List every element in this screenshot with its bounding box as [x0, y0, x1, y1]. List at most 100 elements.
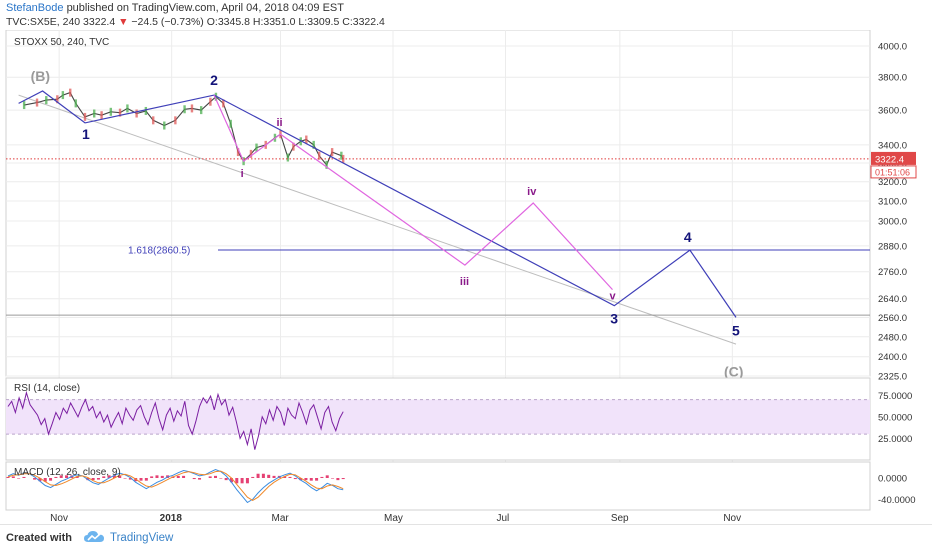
candle	[35, 98, 39, 107]
macd-histogram-bar	[331, 478, 335, 479]
down-arrow-icon: ▼	[118, 16, 129, 28]
symbol-label[interactable]: TVC:SX5E, 240	[6, 16, 81, 28]
candle	[163, 121, 166, 130]
candle	[340, 151, 343, 160]
macd-histogram-bar	[17, 478, 21, 479]
subwave-label-iv: iv	[527, 186, 537, 198]
price-axis-label: 3100.0	[878, 197, 907, 208]
macd-histogram-bar	[144, 478, 148, 481]
macd-histogram-bar	[272, 475, 276, 478]
last-price-tag	[871, 151, 916, 165]
macd-histogram-bar	[112, 475, 116, 478]
time-axis-label: Jul	[496, 513, 509, 524]
time-axis-label: Nov	[50, 513, 68, 524]
macd-line	[7, 468, 344, 504]
price-axis-label: 2640.0	[878, 294, 907, 305]
candle	[83, 112, 87, 121]
macd-histogram-bar	[182, 475, 186, 478]
candle	[330, 148, 334, 157]
wave-label-1: 1	[82, 126, 90, 142]
macd-title: MACD (12, 26, close, 9)	[14, 467, 121, 478]
wave-label-C: (C)	[724, 364, 743, 380]
candle	[74, 99, 77, 108]
macd-histogram-bar	[54, 476, 58, 478]
signal-line	[7, 470, 344, 501]
countdown-tag	[870, 165, 917, 179]
macd-histogram-bar	[320, 476, 324, 478]
candle	[209, 97, 212, 106]
close-value: 3322.4	[352, 16, 385, 28]
last-price-tag-text: 3322.4	[875, 154, 904, 165]
last-price: 3322.4	[83, 16, 116, 28]
macd-histogram-bar	[336, 478, 340, 481]
macd-histogram-bar	[192, 478, 196, 480]
price-axis-label: 2325.0	[878, 372, 907, 383]
candle	[118, 108, 122, 117]
macd-histogram-bar	[283, 476, 287, 478]
macd-histogram-bar	[6, 476, 10, 478]
candle	[61, 91, 65, 100]
subwave-path	[213, 94, 613, 291]
subwave-label-ii: ii	[276, 117, 282, 129]
macd-histogram-bar	[75, 476, 79, 478]
candle	[45, 96, 48, 105]
rsi-title: RSI (14, close)	[14, 383, 80, 394]
subwave-label-v: v	[609, 291, 616, 303]
macd-histogram-bar	[224, 478, 228, 481]
candle	[144, 106, 148, 115]
macd-histogram-bar	[123, 478, 127, 479]
price-plot-area	[5, 30, 871, 377]
candle	[222, 99, 225, 108]
macd-histogram-bar	[235, 478, 239, 484]
tradingview-cloud-icon[interactable]	[83, 529, 105, 545]
candle	[292, 142, 295, 151]
candle	[190, 104, 194, 113]
rsi-axis-label: 50.0000	[878, 412, 912, 423]
candle	[255, 143, 258, 152]
macd-axis-label: 0.0000	[878, 474, 907, 485]
time-axis-label: May	[384, 513, 403, 524]
macd-histogram-bar	[304, 478, 308, 481]
candle	[100, 111, 103, 120]
price-axis-label: 4000.0	[878, 42, 907, 53]
macd-histogram-bar	[43, 478, 47, 482]
tradingview-brand[interactable]: TradingView	[110, 532, 174, 544]
footer-bar: Created with TradingView	[0, 524, 932, 551]
author-link[interactable]: StefanBode	[6, 2, 64, 14]
macd-histogram-bar	[59, 475, 63, 478]
candle	[199, 106, 203, 115]
ohlc-line: TVC:SX5E, 240 3322.4 ▼ −24.5 (−0.73%) O:…	[6, 16, 385, 28]
candle	[325, 160, 328, 169]
macd-histogram-bar	[38, 478, 42, 482]
macd-histogram-bar	[229, 478, 233, 483]
candle	[109, 107, 113, 116]
price-axis-label: 2760.0	[878, 267, 907, 278]
high-value: 3351.0	[263, 16, 296, 28]
macd-histogram-bar	[245, 478, 249, 484]
candle	[135, 109, 138, 118]
time-axis[interactable]: Nov 2018 Mar May Jul Sep Nov	[6, 509, 870, 524]
rsi-axis-label: 75.0000	[878, 391, 912, 402]
macd-pane[interactable]: 0.0000 -40.0000 MACD (12, 26, close, 9)	[5, 461, 916, 511]
price-axis-label: 2400.0	[878, 352, 907, 363]
rsi-line	[7, 390, 344, 450]
published-text: published on TradingView.com, April 04, …	[66, 2, 344, 14]
open-label: O:	[206, 16, 218, 28]
macd-histogram-bar	[128, 478, 132, 480]
price-axis-label: 3600.0	[878, 106, 907, 117]
candle	[236, 148, 240, 157]
time-axis-label: Nov	[723, 513, 741, 524]
chart-title: STOXX 50, 240, TVC	[14, 37, 109, 48]
macd-histogram-bar	[198, 478, 202, 480]
macd-histogram-bar	[325, 475, 329, 478]
chart-canvas[interactable]: 4000.03800.03600.03400.03300.03200.03100…	[0, 30, 932, 524]
rsi-pane[interactable]: RSI (14, close) 75.0000 50.0000 25.0000	[5, 377, 912, 461]
rsi-band	[6, 399, 870, 435]
price-pane[interactable]: 4000.03800.03600.03400.03300.03200.03100…	[5, 30, 917, 510]
macd-histogram-bar	[256, 473, 260, 478]
macd-histogram-bar	[11, 476, 15, 478]
macd-histogram-bar	[49, 478, 53, 481]
macd-histogram-bar	[91, 478, 95, 481]
high-label: H:	[252, 16, 264, 28]
candle	[286, 153, 290, 162]
